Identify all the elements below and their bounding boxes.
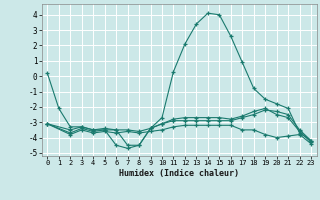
X-axis label: Humidex (Indice chaleur): Humidex (Indice chaleur) [119, 169, 239, 178]
